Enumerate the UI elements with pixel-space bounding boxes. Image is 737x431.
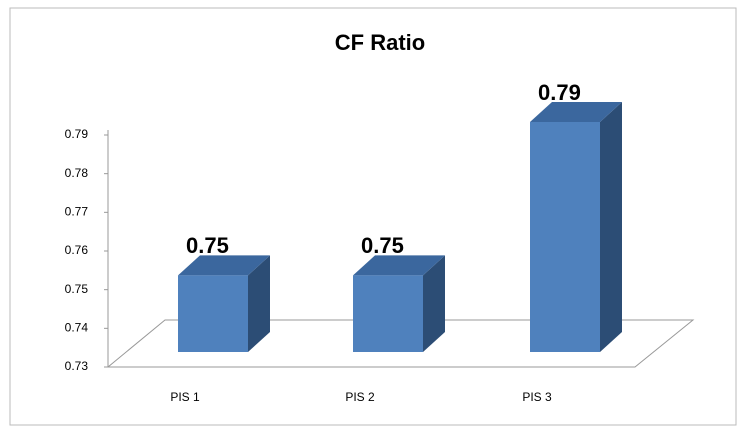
y-tick-label: 0.74 — [65, 321, 89, 335]
y-tick-label: 0.77 — [65, 205, 89, 219]
bar-front — [178, 275, 248, 352]
bar-top — [353, 255, 445, 276]
bar-side — [423, 255, 445, 352]
y-tick-label: 0.78 — [65, 166, 89, 180]
x-tick-label: PIS 1 — [170, 390, 200, 404]
data-label: 0.75 — [361, 233, 404, 258]
bar-side — [600, 102, 622, 352]
bar-side — [248, 255, 270, 352]
bar-top — [178, 255, 270, 276]
bar-top — [530, 102, 622, 122]
y-tick-label: 0.76 — [65, 243, 89, 257]
x-tick-label: PIS 3 — [522, 390, 552, 404]
data-label: 0.75 — [186, 233, 229, 258]
bar — [353, 255, 445, 352]
y-tick-label: 0.79 — [65, 127, 89, 141]
chart-title: CF Ratio — [335, 30, 425, 55]
bar-front — [530, 122, 600, 352]
y-tick-label: 0.75 — [65, 282, 89, 296]
x-tick-label: PIS 2 — [345, 390, 375, 404]
data-label: 0.79 — [538, 80, 581, 105]
bar — [178, 255, 270, 352]
bar-front — [353, 275, 423, 352]
bar — [530, 102, 622, 352]
y-tick-label: 0.73 — [65, 359, 89, 373]
